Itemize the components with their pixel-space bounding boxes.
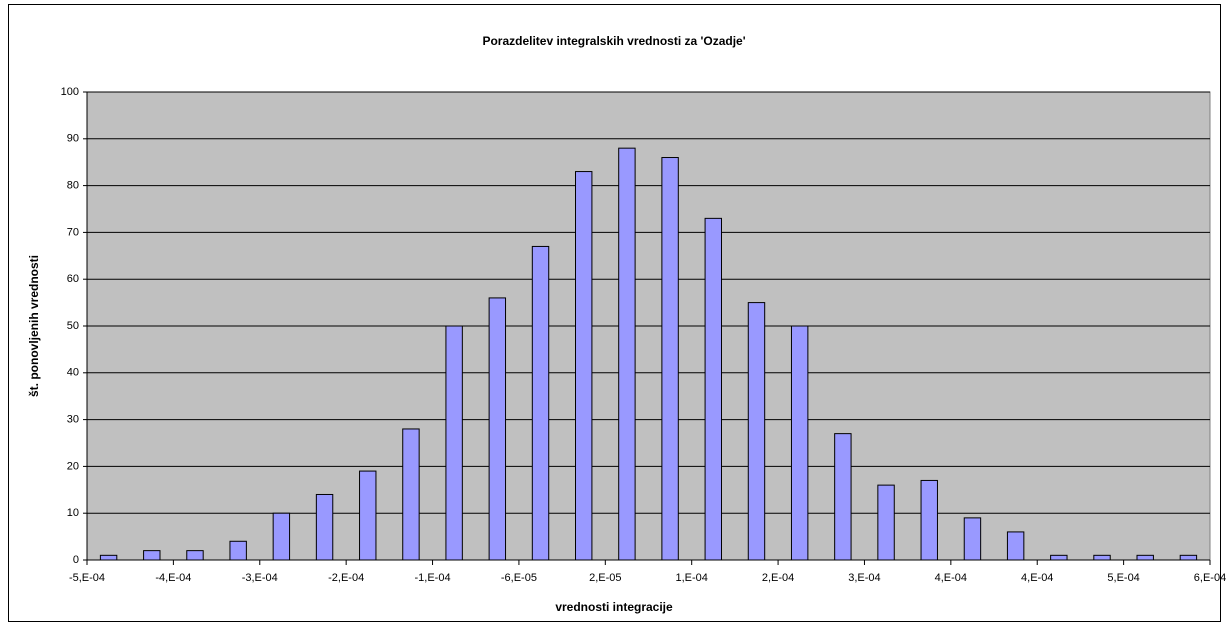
chart-title: Porazdelitev integralskih vrednosti za '… <box>482 34 745 48</box>
y-tick-label: 80 <box>67 180 79 192</box>
bar <box>1050 554 1068 561</box>
x-tick-label: -2,E-04 <box>328 572 364 584</box>
x-tick-label: -3,E-04 <box>242 572 278 584</box>
bar <box>186 550 204 561</box>
bar <box>963 517 982 561</box>
x-tick-label: 4,E-04 <box>1021 572 1053 584</box>
bar <box>531 245 550 561</box>
bar <box>359 470 377 561</box>
bar <box>618 147 636 561</box>
bar <box>99 554 118 561</box>
x-tick-label: 2,E-05 <box>589 572 621 584</box>
x-tick-label: -4,E-04 <box>155 572 191 584</box>
bar <box>445 325 463 561</box>
y-tick-label: 100 <box>61 86 79 98</box>
x-tick-label: 4,E-04 <box>935 572 967 584</box>
bar <box>1093 554 1111 561</box>
bar <box>575 171 593 561</box>
y-tick-label: 30 <box>67 414 79 426</box>
bar <box>143 550 161 561</box>
bar <box>315 493 334 561</box>
bar <box>661 157 679 561</box>
bar <box>877 484 895 561</box>
bar <box>747 302 766 561</box>
x-tick-label: 5,E-04 <box>1107 572 1139 584</box>
x-tick-label: 2,E-04 <box>762 572 794 584</box>
bar <box>402 428 420 561</box>
y-tick-label: 40 <box>67 367 79 379</box>
bar <box>488 297 507 561</box>
y-tick-label: 60 <box>67 273 79 285</box>
bar <box>704 217 722 561</box>
x-tick-label: 6,E-04 <box>1194 572 1226 584</box>
y-tick-label: 50 <box>67 320 79 332</box>
x-tick-label: -6,E-05 <box>501 572 537 584</box>
x-axis-label: vrednosti integracije <box>555 600 673 614</box>
bar <box>1136 554 1154 561</box>
bar <box>920 479 938 561</box>
y-tick-label: 70 <box>67 226 79 238</box>
bar <box>272 512 291 561</box>
bar <box>1179 554 1198 561</box>
x-tick-label: 1,E-04 <box>675 572 707 584</box>
bar <box>790 325 809 561</box>
x-tick-label: 3,E-04 <box>848 572 880 584</box>
x-tick-label: -5,E-04 <box>69 572 105 584</box>
y-tick-label: 90 <box>67 133 79 145</box>
y-tick-label: 20 <box>67 460 79 472</box>
x-tick-label: -1,E-04 <box>414 572 450 584</box>
bar <box>1006 531 1025 561</box>
bar <box>834 433 852 561</box>
y-tick-label: 10 <box>67 507 79 519</box>
y-tick-label: 0 <box>73 554 79 566</box>
bar <box>229 540 247 561</box>
y-axis-label: št. ponovljenih vrednosti <box>27 255 41 397</box>
